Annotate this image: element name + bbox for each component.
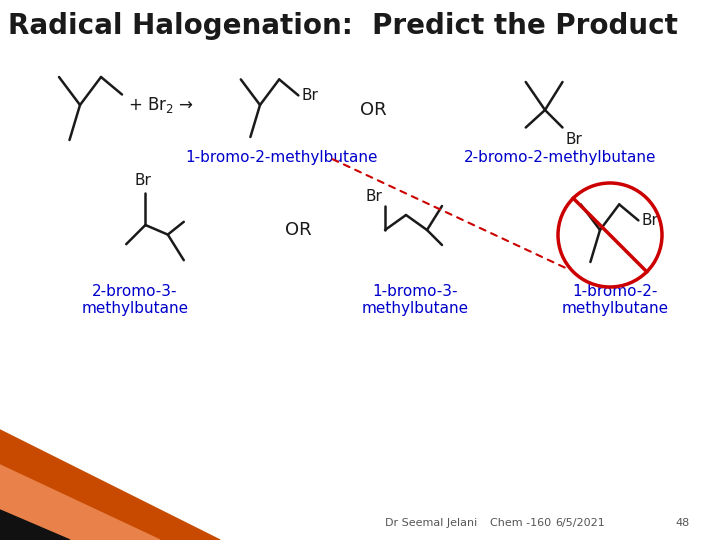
Text: 6/5/2021: 6/5/2021 [555, 518, 605, 528]
Text: Chem -160: Chem -160 [490, 518, 551, 528]
Text: 1-bromo-2-methylbutane: 1-bromo-2-methylbutane [186, 150, 378, 165]
Polygon shape [0, 430, 220, 540]
Text: OR: OR [360, 101, 387, 119]
Text: Br: Br [565, 132, 582, 147]
Polygon shape [0, 465, 160, 540]
Text: + Br$_2$ →: + Br$_2$ → [128, 95, 194, 115]
Text: 1-bromo-2-
methylbutane: 1-bromo-2- methylbutane [562, 284, 669, 316]
Text: Radical Halogenation:  Predict the Product: Radical Halogenation: Predict the Produc… [8, 12, 678, 40]
Text: Br: Br [302, 88, 318, 103]
Text: Br: Br [365, 189, 382, 204]
Text: Dr Seemal Jelani: Dr Seemal Jelani [385, 518, 477, 528]
Text: 2-bromo-3-
methylbutane: 2-bromo-3- methylbutane [81, 284, 189, 316]
Text: OR: OR [285, 221, 312, 239]
Polygon shape [0, 510, 70, 540]
Text: 48: 48 [676, 518, 690, 528]
Text: Br: Br [642, 213, 658, 228]
Text: Br: Br [135, 173, 152, 188]
Text: 1-bromo-3-
methylbutane: 1-bromo-3- methylbutane [361, 284, 469, 316]
Text: 2-bromo-2-methylbutane: 2-bromo-2-methylbutane [464, 150, 656, 165]
